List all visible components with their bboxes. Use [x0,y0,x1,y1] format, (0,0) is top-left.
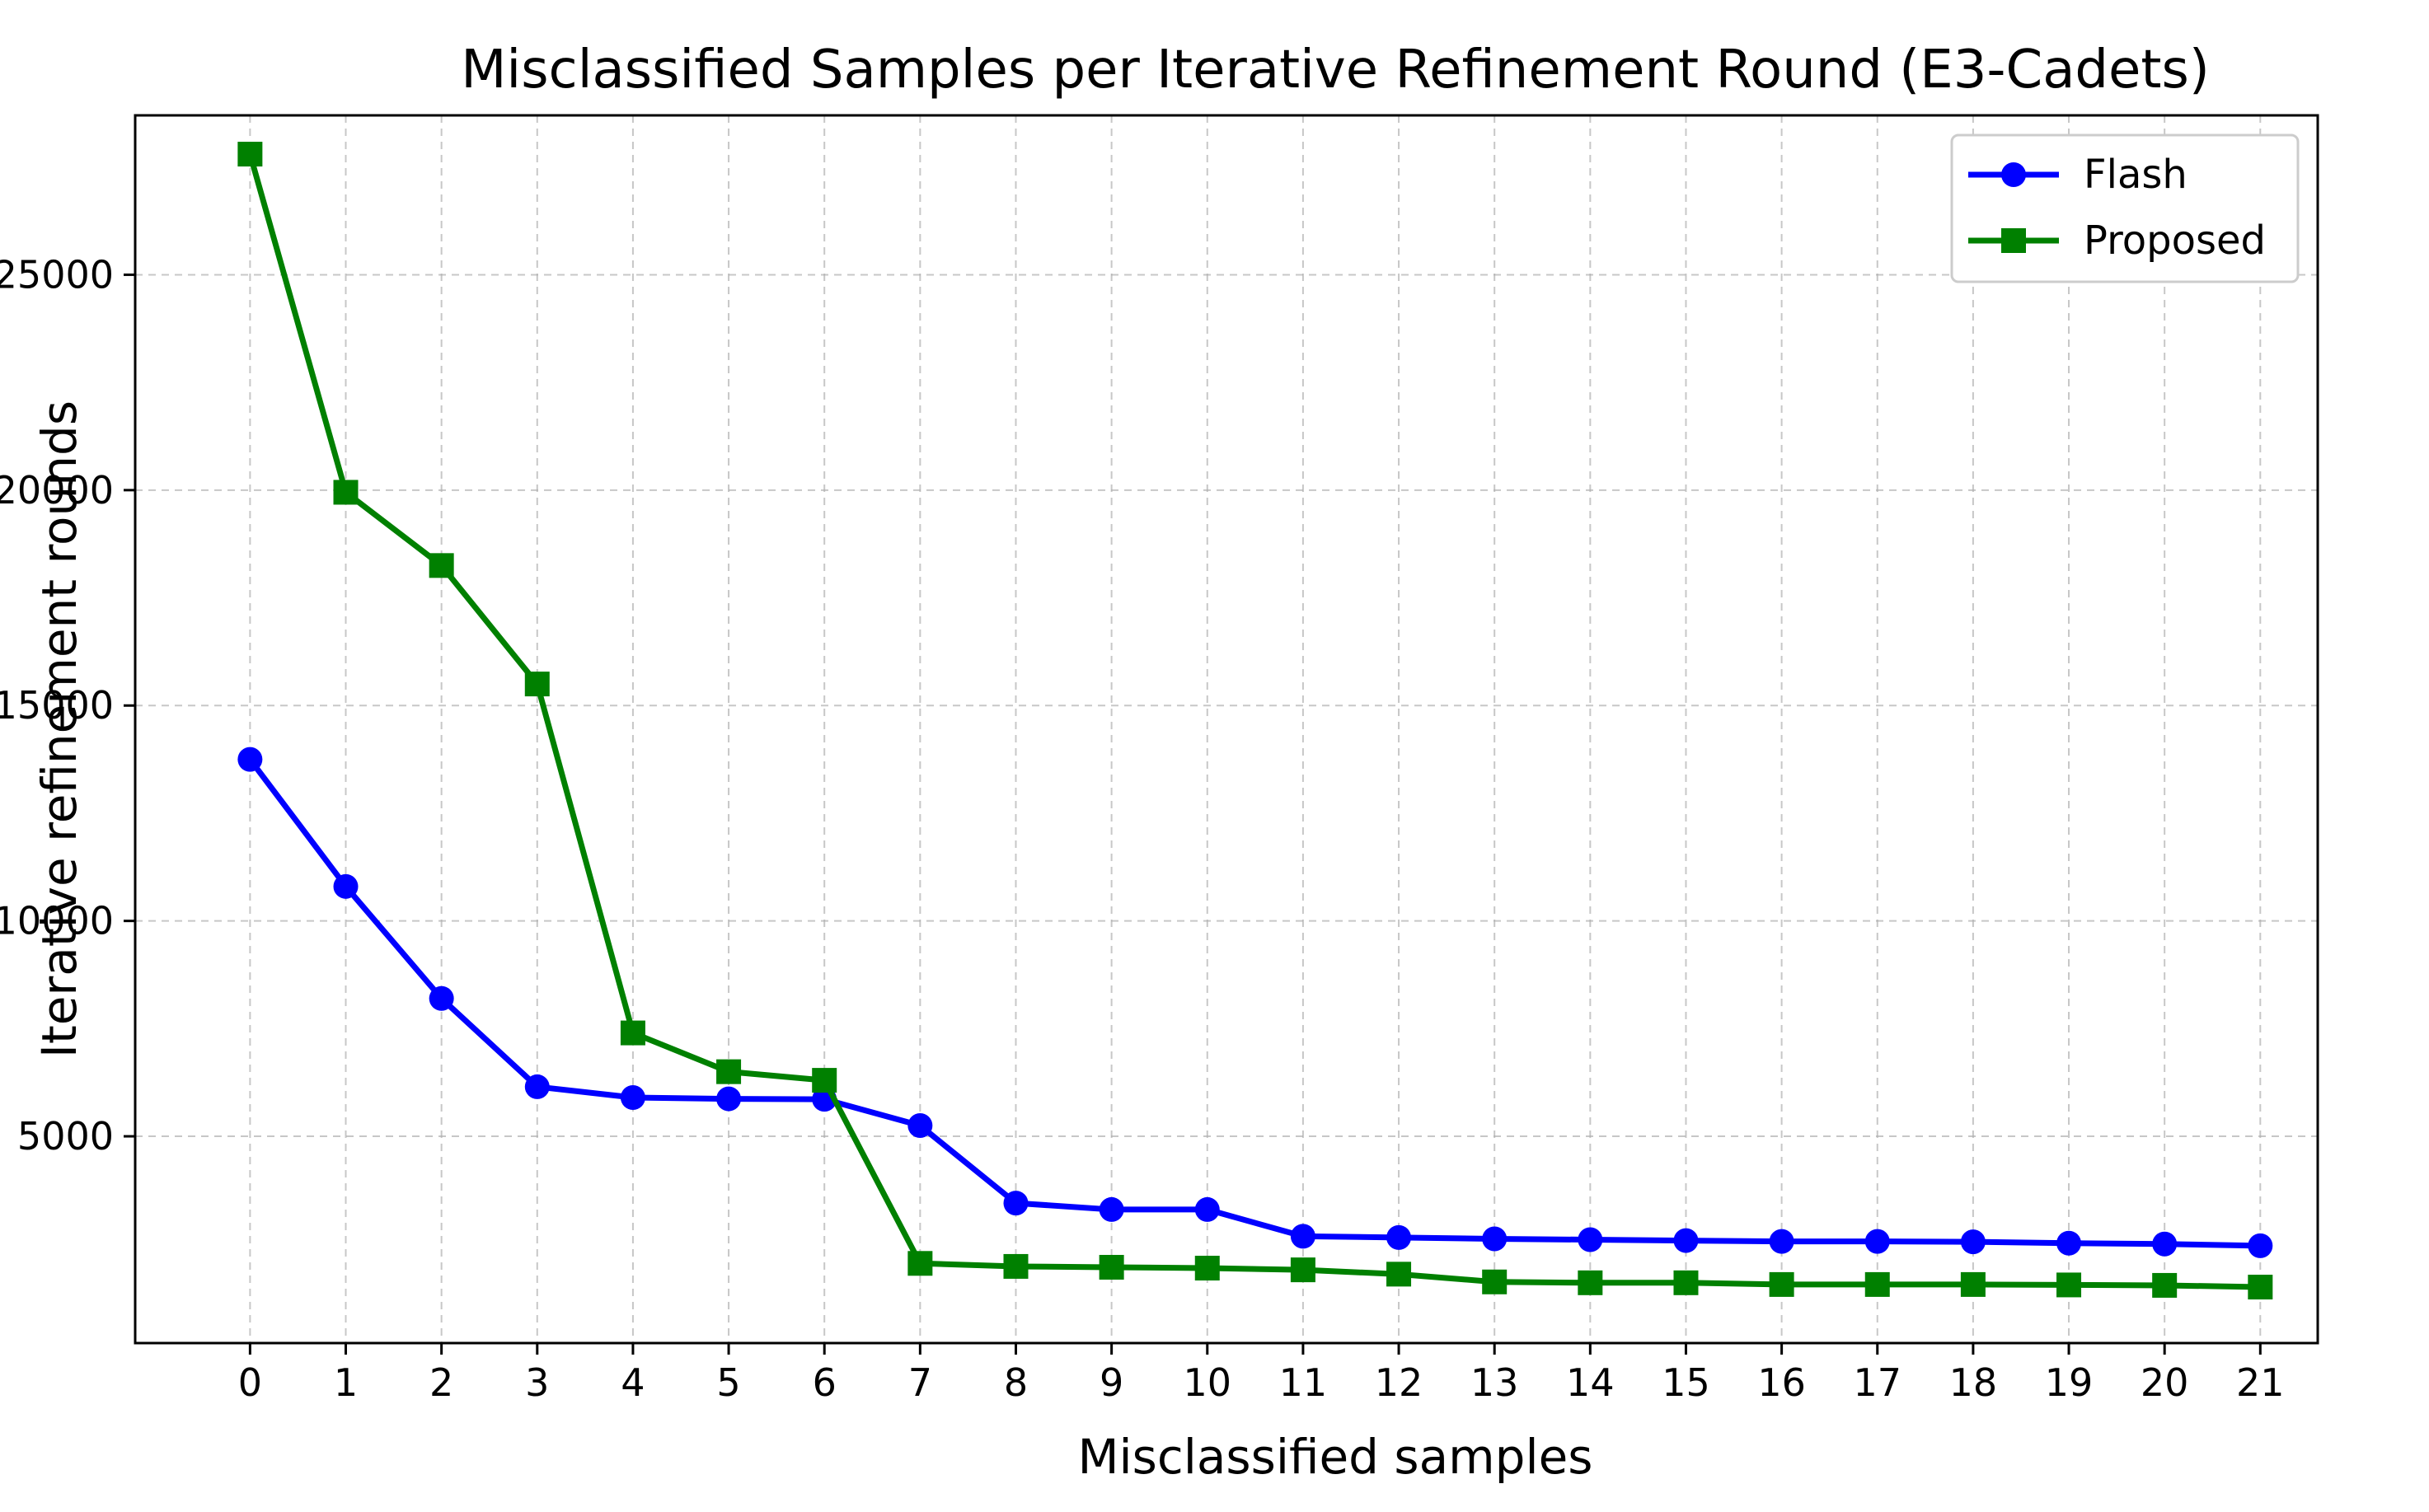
x-tick-label: 11 [1279,1360,1328,1405]
data-point-proposed [2248,1275,2273,1300]
x-tick-label: 2 [429,1360,453,1405]
y-tick-label: 15000 [0,683,114,728]
x-tick-label: 4 [621,1360,645,1405]
data-point-proposed [1482,1269,1508,1294]
x-tick-label: 19 [2045,1360,2094,1405]
data-point-flash [1864,1229,1890,1254]
data-point-proposed [1194,1256,1220,1281]
data-point-flash [2248,1233,2273,1258]
data-point-proposed [1673,1270,1699,1295]
legend-item-proposed: Proposed [1968,218,2266,264]
x-tick-label: 12 [1375,1360,1423,1405]
x-tick-label: 0 [238,1360,262,1405]
x-axis-label: Misclassified samples [1077,1429,1592,1485]
x-tick-label: 6 [813,1360,837,1405]
data-point-proposed [1960,1271,1986,1297]
series-line-proposed [247,153,2261,1290]
legend-item-flash: Flash [1968,152,2188,198]
data-point-flash [2056,1230,2082,1256]
data-point-flash [1482,1226,1508,1252]
chart-title: Misclassified Samples per Iterative Refi… [461,40,2210,101]
x-tick-label: 5 [716,1360,740,1405]
data-point-flash [1960,1229,1986,1255]
x-tick-label: 7 [908,1360,932,1405]
x-tick-label: 1 [334,1360,358,1405]
data-point-flash [716,1086,742,1112]
data-point-proposed [907,1251,933,1276]
y-tick-label: 25000 [0,252,114,297]
data-point-flash [907,1112,933,1138]
data-point-proposed [1578,1270,1603,1295]
x-axis-ticks: 0 1 2 3 4 5 6 7 8 9 10 11 12 13 14 15 16 17 18 19 20 21 [238,1343,2285,1405]
data-point-proposed [1099,1254,1124,1280]
data-point-flash [2152,1231,2178,1257]
data-point-flash [237,747,263,772]
y-tick-label: 5000 [17,1114,114,1159]
series-flash [237,747,2273,1258]
data-point-flash [1673,1228,1699,1253]
data-point-proposed [524,672,550,697]
x-tick-label: 16 [1757,1360,1806,1405]
x-tick-label: 14 [1566,1360,1615,1405]
x-tick-label: 9 [1100,1360,1123,1405]
plot-frame [134,114,2319,1345]
data-point-flash [620,1085,645,1110]
data-point-proposed [1769,1271,1794,1297]
data-point-proposed [237,142,263,167]
legend-marker-flash [2001,162,2026,187]
data-point-proposed [333,480,359,505]
x-tick-label: 10 [1183,1360,1231,1405]
data-point-proposed [2152,1272,2178,1298]
data-point-proposed [429,553,454,578]
x-tick-label: 8 [1004,1360,1028,1405]
data-point-proposed [1386,1262,1412,1287]
data-point-proposed [716,1059,742,1084]
x-tick-label: 17 [1853,1360,1901,1405]
data-point-flash [1003,1191,1029,1216]
data-point-proposed [812,1068,837,1093]
data-point-flash [1099,1196,1124,1222]
data-point-flash [524,1074,550,1099]
series-layer [237,142,2273,1300]
x-tick-label: 21 [2236,1360,2285,1405]
x-tick-label: 3 [525,1360,549,1405]
y-axis-ticks: 5000 10000 15000 20000 25000 [0,252,135,1159]
series-line-flash [247,757,2261,1249]
data-point-flash [1578,1227,1603,1252]
x-tick-label: 20 [2141,1360,2189,1405]
legend-marker-proposed [2001,228,2026,253]
data-point-flash [429,985,454,1011]
data-point-proposed [1003,1253,1029,1279]
data-point-proposed [1864,1271,1890,1297]
x-tick-label: 13 [1470,1360,1519,1405]
y-axis-label: Iterative refinement rounds [31,400,87,1058]
y-tick-label: 10000 [0,899,114,943]
data-point-flash [333,873,359,899]
legend-label-proposed: Proposed [2084,218,2266,264]
data-point-proposed [1290,1257,1315,1283]
x-tick-label: 18 [1949,1360,1998,1405]
data-point-flash [1194,1196,1220,1222]
data-point-proposed [620,1020,645,1046]
x-tick-label: 15 [1662,1360,1710,1405]
legend: Flash Proposed [1950,133,2300,283]
y-tick-label: 20000 [0,468,114,513]
legend-label-flash: Flash [2084,152,2188,198]
data-point-flash [1769,1229,1794,1254]
data-point-proposed [2056,1272,2082,1298]
data-point-flash [1290,1224,1315,1249]
series-proposed [237,142,2273,1300]
grid [135,115,2318,1343]
data-point-flash [1386,1224,1412,1250]
